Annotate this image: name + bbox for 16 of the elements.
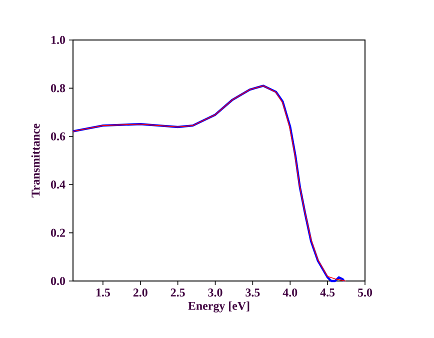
x-tick-label: 4.5 (320, 288, 335, 297)
y-axis-title: Transmittance (31, 124, 40, 198)
y-tick-label: 0.0 (50, 276, 66, 286)
y-tick-label: 0.4 (50, 180, 66, 189)
y-tick-label: 0.2 (50, 228, 65, 237)
x-tick-label: 5.0 (358, 288, 372, 297)
x-axis-title: Energy [eV] (188, 301, 250, 312)
y-tick-label: 0.6 (50, 132, 66, 140)
x-tick-label: 3.5 (246, 288, 260, 297)
y-tick-label: 0.8 (50, 84, 66, 92)
y-tick-label: 1.0 (51, 36, 66, 44)
x-tick-label: 2.0 (133, 288, 148, 297)
x-tick-label: 1.5 (96, 288, 110, 297)
x-tick-label: 3.0 (208, 288, 222, 297)
x-tick-label: 2.5 (170, 288, 185, 297)
x-tick-label: 4.0 (282, 288, 298, 297)
